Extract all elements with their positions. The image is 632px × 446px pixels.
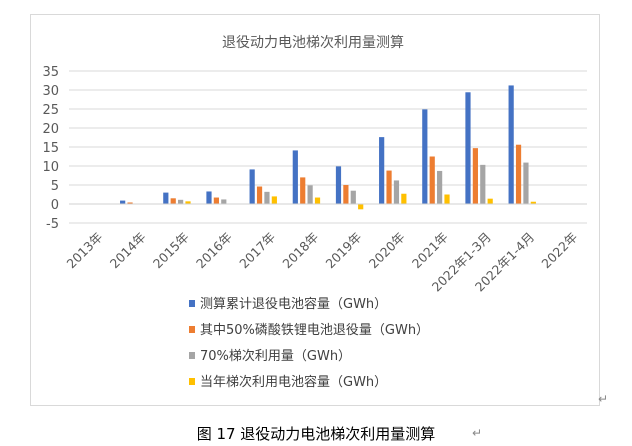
bar [178,199,184,204]
bar [422,109,428,204]
bar [213,197,219,204]
bar [264,191,270,204]
x-tick-label: 2022年 [538,229,580,271]
bar [401,193,407,204]
y-tick-label: -5 [46,217,59,232]
bar [206,191,212,204]
bar [350,190,356,204]
bar [437,170,443,204]
legend-label: 测算累计退役电池容量（GWh） [200,296,387,312]
legend-swatch [189,300,195,307]
x-axis-ticks: 2013年 2014年 2015年 2016年 2017年 2018年 2019年 2020年… [64,229,581,294]
bar [487,198,493,204]
bar [386,170,392,204]
bar [472,148,478,204]
bar [530,201,536,204]
bar [523,162,529,204]
bar [444,194,450,204]
legend-swatch [189,352,195,359]
bar [120,200,126,204]
bar [465,92,471,204]
x-tick-label: 2021年 [409,229,451,271]
legend-swatch [189,378,195,385]
bar [358,204,364,210]
y-tick-label: 10 [42,160,59,175]
x-tick-label: 2020年 [366,229,408,271]
legend-swatch [189,326,195,333]
bar-chart: 退役动力电池梯次利用量测算 -5 0 5 10 15 20 25 30 35 2013年 2014… [42,35,587,390]
legend: 测算累计退役电池容量（GWh） 其中50%磷酸铁锂电池退役量（GWh） 70%梯次利… [189,296,429,390]
y-tick-label: 5 [51,179,59,194]
y-tick-label: 25 [42,103,59,118]
x-tick-label: 2013年 [64,229,106,271]
chart-container: 退役动力电池梯次利用量测算 -5 0 5 10 15 20 25 30 35 2013年 2014… [30,14,600,406]
bar [185,201,191,204]
bar [379,137,385,204]
chart-title: 退役动力电池梯次利用量测算 [222,35,404,51]
bars [120,85,536,210]
bar [127,202,133,204]
legend-label: 当年梯次利用电池容量（GWh） [200,374,387,390]
x-tick-label: 2016年 [193,229,235,271]
y-tick-label: 20 [42,122,59,137]
x-tick-label: 2014年 [107,229,149,271]
bar [307,185,313,204]
figure-caption: 图 17 退役动力电池梯次利用量测算 [196,425,436,443]
bar [515,144,522,204]
bar [314,197,321,204]
y-tick-label: 15 [42,141,59,156]
bar [429,156,435,204]
bar [343,185,349,204]
bar [271,196,277,204]
paragraph-mark-icon: ↵ [472,426,483,440]
x-tick-label: 2018年 [279,229,321,271]
bar [292,150,298,204]
legend-label: 其中50%磷酸铁锂电池退役量（GWh） [200,323,429,338]
bar [163,192,169,204]
bar [393,180,400,204]
x-tick-label: 2017年 [236,229,278,271]
bar [335,166,342,204]
y-tick-label: 35 [42,65,59,80]
bar [300,177,306,204]
x-tick-label: 2019年 [323,229,365,271]
bar [221,199,227,204]
legend-label: 70%梯次利用量（GWh） [200,348,351,364]
x-tick-label: 2015年 [150,229,192,271]
bar [170,198,176,204]
y-tick-label: 30 [42,84,59,99]
bar [480,164,486,204]
y-axis-ticks: -5 0 5 10 15 20 25 30 35 [42,65,59,232]
bar [249,169,255,204]
y-tick-label: 0 [51,198,59,213]
paragraph-mark-icon: ↵ [598,392,609,406]
bar [256,186,263,204]
bar [508,85,514,204]
